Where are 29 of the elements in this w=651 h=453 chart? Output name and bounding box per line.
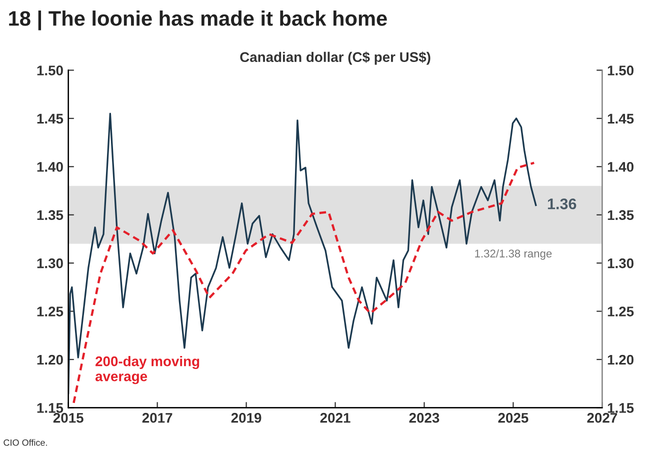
y2-tick-label: 1.40: [608, 162, 634, 172]
text: CIO Office.: [4, 439, 47, 446]
x-tick-label: 2021: [320, 412, 350, 423]
y2-tick-label: 1.45: [608, 114, 634, 124]
y2-tick-label: 1.35: [608, 210, 634, 220]
y-tick-label: 1.30: [37, 258, 63, 268]
y-tick-label: 1.20: [37, 354, 63, 365]
y2-tick-label: 1.20: [608, 354, 634, 365]
y-tick-label: 1.40: [37, 162, 63, 172]
y-tick-label: 1.35: [37, 210, 64, 220]
y-tick-label: 1.15: [37, 403, 64, 413]
y-tick-label: 1.50: [37, 66, 63, 76]
annotation: 1.32/1.38 range: [475, 249, 552, 260]
y2-tick-label: 1.15: [608, 403, 634, 413]
annotation: 1.36: [548, 198, 576, 210]
series-label: 200-day moving average: [95, 356, 200, 384]
chart-subtitle: Canadian dollar (C$ per US$): [240, 52, 430, 65]
x-tick-label: 2017: [142, 412, 172, 423]
y2-tick-label: 1.30: [608, 258, 634, 268]
y-tick-label: 1.45: [37, 114, 64, 124]
x-tick-label: 2025: [498, 412, 528, 423]
x-tick-label: 2027: [587, 412, 618, 423]
x-tick-label: 2023: [409, 412, 440, 423]
x-tick-label: 2015: [53, 412, 84, 423]
x-tick-label: 2019: [231, 412, 262, 423]
y2-tick-label: 1.25: [608, 306, 634, 316]
chart-title: 18 | The loonie has made it back home: [9, 10, 387, 30]
y-tick-label: 1.25: [37, 306, 64, 316]
y2-tick-label: 1.50: [608, 66, 634, 76]
